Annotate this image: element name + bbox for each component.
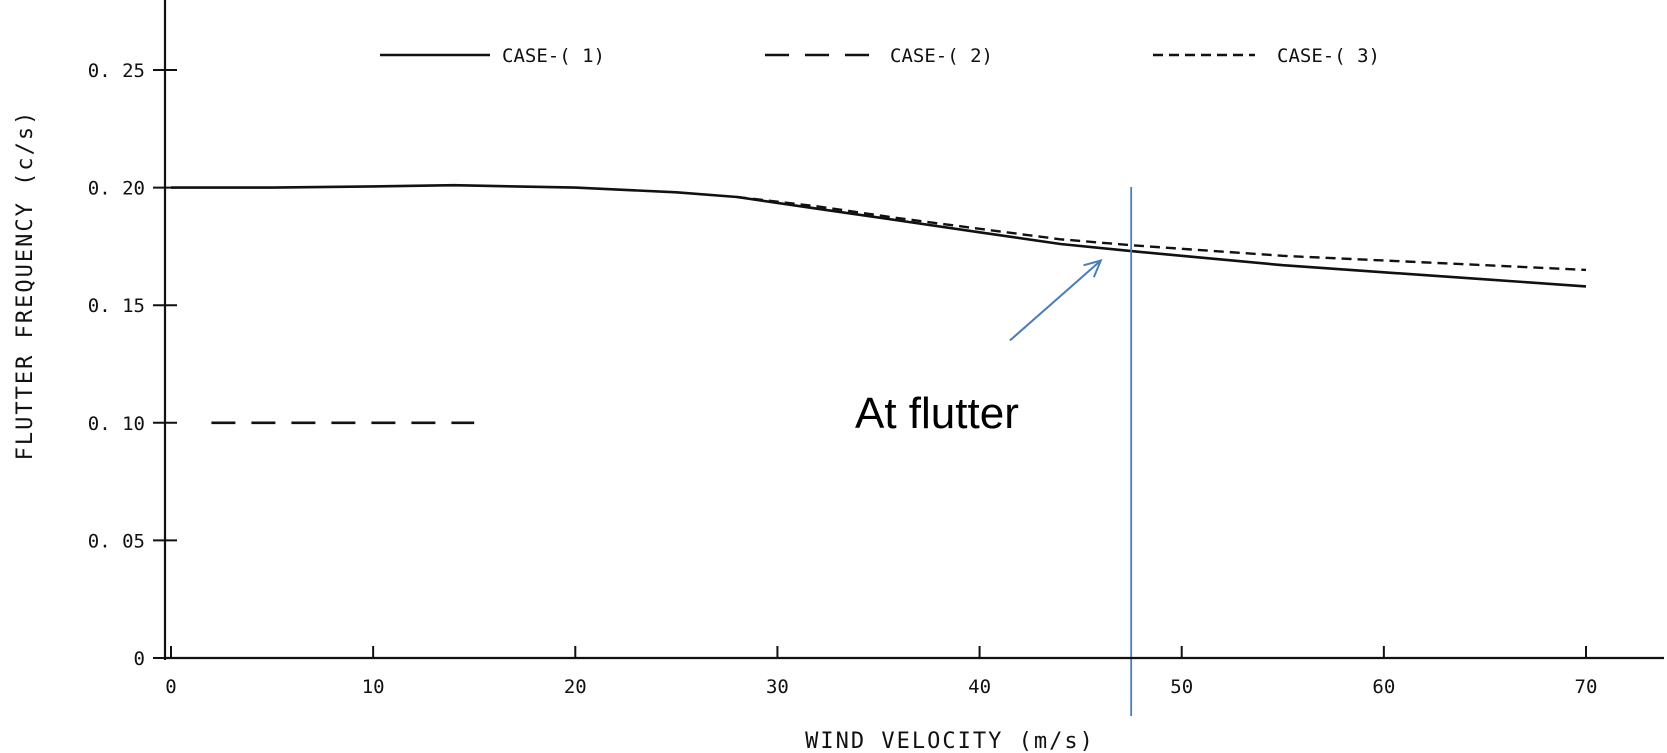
flutter-annotation-text: At flutter [855,389,1019,438]
x-tick-label: 50 [1170,676,1193,698]
x-tick-label: 70 [1575,676,1598,698]
y-tick-label: 0. 20 [88,178,145,200]
series-line-case-1 [171,183,1587,288]
flutter-arrow-head [1083,258,1103,278]
legend: CASE-( 1) CASE-( 2) CASE-( 3) [380,45,1380,67]
x-tick-label: 60 [1372,676,1395,698]
legend-label-case-2: CASE-( 2) [890,45,993,67]
x-axis-label: WIND VELOCITY (m/s) [805,729,1095,753]
legend-label-case-1: CASE-( 1) [502,45,605,67]
y-tick-label: 0. 15 [88,295,145,317]
x-tick-label: 0 [165,676,176,698]
axes: 0 10 20 30 40 50 60 70 0 0. 05 0. 10 0. 15 0. 20 0. 2… [88,0,1664,698]
x-tick-label: 40 [968,676,991,698]
flutter-arrow-shaft [1009,259,1102,342]
x-tick-label: 20 [564,676,587,698]
series-line-case-3 [736,195,1587,272]
y-tick-label: 0. 05 [88,530,145,552]
y-tick-label: 0. 10 [88,413,145,435]
legend-label-case-3: CASE-( 3) [1277,45,1380,67]
x-tick-label: 10 [362,676,385,698]
plot-marks [171,183,1587,716]
y-tick-label: 0. 25 [88,60,145,82]
y-tick-label: 0 [134,648,145,670]
x-tick-label: 30 [766,676,789,698]
y-axis-label: FLUTTER FREQUENCY (c/s) [13,110,38,461]
